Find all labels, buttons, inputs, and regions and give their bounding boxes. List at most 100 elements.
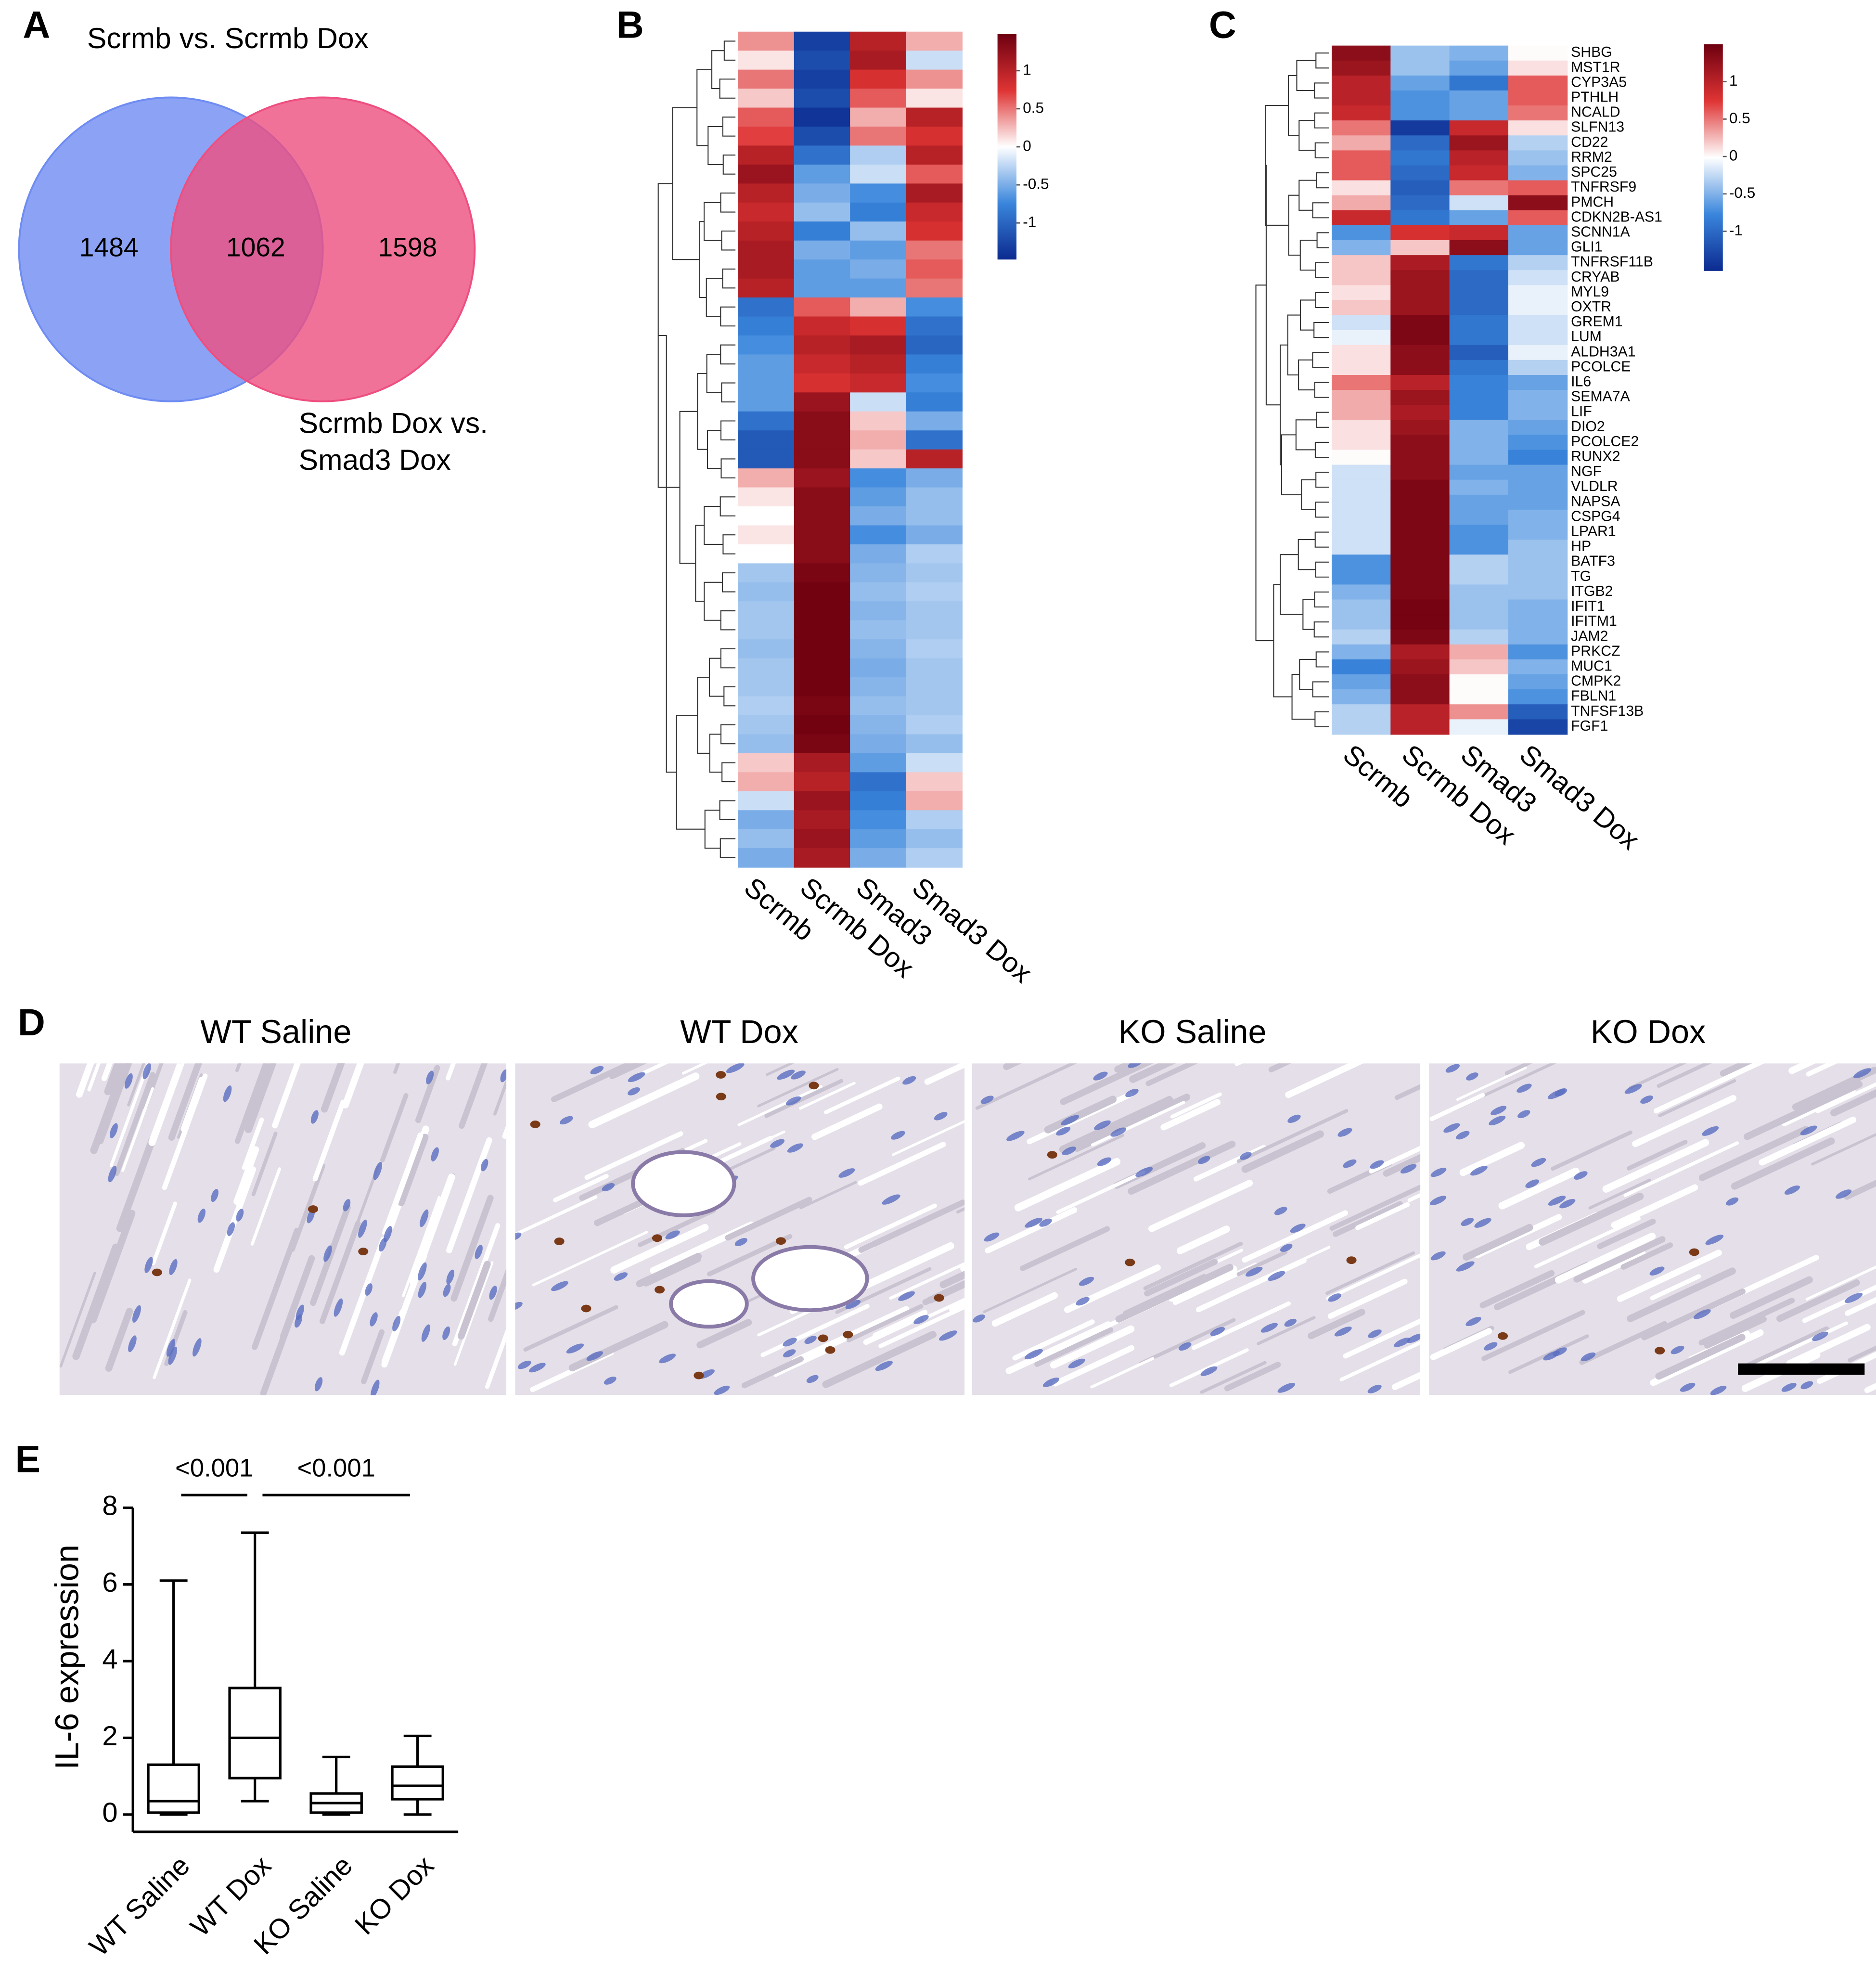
nucleus bbox=[1260, 1323, 1278, 1333]
heatmap-cell bbox=[1390, 479, 1450, 495]
heatmap-cell bbox=[906, 430, 963, 450]
heatmap-cell bbox=[1508, 525, 1568, 541]
heatmap-cell bbox=[906, 791, 963, 811]
heatmap-cell bbox=[1390, 525, 1450, 541]
stained-cell bbox=[818, 1334, 828, 1342]
heatmap-cell bbox=[794, 31, 851, 52]
nucleus bbox=[806, 1375, 819, 1383]
row-label: PRKCZ bbox=[1571, 643, 1620, 659]
dendrogram bbox=[720, 496, 736, 516]
image-title: WT Saline bbox=[200, 1014, 351, 1050]
nucleus bbox=[1068, 1358, 1085, 1368]
dendrogram bbox=[707, 430, 721, 469]
fiber bbox=[213, 1166, 257, 1273]
row-label: CDKN2B-AS1 bbox=[1571, 209, 1662, 225]
dendrogram bbox=[1299, 239, 1317, 271]
heatmap-cell bbox=[738, 145, 795, 165]
dendrogram bbox=[1316, 412, 1329, 428]
fiber bbox=[1257, 1316, 1316, 1345]
nucleus bbox=[1800, 1381, 1813, 1390]
row-label: NAPSA bbox=[1571, 493, 1620, 509]
heatmap-cell bbox=[794, 127, 851, 146]
heatmap-cell bbox=[1508, 315, 1568, 331]
dendrogram bbox=[676, 714, 705, 830]
heatmap-cell bbox=[850, 620, 907, 640]
nucleus bbox=[777, 1070, 795, 1080]
fiber bbox=[523, 1305, 618, 1352]
heatmap-cell bbox=[906, 696, 963, 716]
nucleus bbox=[602, 1183, 615, 1191]
fiber bbox=[252, 1227, 300, 1350]
dendrogram bbox=[721, 762, 736, 783]
stained-cell bbox=[716, 1093, 726, 1101]
nucleus bbox=[142, 1063, 151, 1080]
nucleus bbox=[1400, 1164, 1417, 1174]
nucleus bbox=[984, 1232, 1000, 1242]
heatmap-cell bbox=[1390, 90, 1450, 106]
heatmap-cell bbox=[738, 335, 795, 355]
heatmap-cell bbox=[738, 772, 795, 792]
y-tick-label: 4 bbox=[102, 1644, 117, 1675]
nucleus bbox=[882, 1194, 900, 1205]
heatmap-cell bbox=[738, 354, 795, 374]
heatmap-cell bbox=[1390, 120, 1450, 136]
heatmap-cell bbox=[1390, 584, 1450, 600]
dendrogram bbox=[658, 335, 677, 773]
heatmap-cell bbox=[1332, 599, 1391, 615]
heatmap-cell bbox=[1449, 704, 1509, 720]
fiber bbox=[799, 1181, 857, 1210]
colorbar bbox=[997, 34, 1017, 260]
heatmap-cell bbox=[906, 183, 963, 203]
colorbar-label: -0.5 bbox=[1023, 175, 1049, 193]
fiber bbox=[1802, 1285, 1876, 1323]
row-label: PCOLCE2 bbox=[1571, 434, 1639, 450]
heatmap-cell bbox=[1390, 464, 1450, 480]
stained-cell bbox=[776, 1237, 786, 1245]
fiber bbox=[381, 1252, 427, 1368]
heatmap-cell bbox=[850, 411, 907, 431]
fiber bbox=[553, 1173, 609, 1202]
heatmap-cell bbox=[1449, 150, 1509, 166]
nucleus bbox=[1470, 1165, 1488, 1176]
heatmap-cell bbox=[1390, 540, 1450, 555]
fiber bbox=[1034, 1327, 1114, 1367]
fiber bbox=[1329, 1184, 1421, 1231]
heatmap-cell bbox=[1508, 405, 1568, 421]
stained-cell bbox=[308, 1205, 319, 1213]
heatmap-cell bbox=[906, 563, 963, 583]
heatmap-cell bbox=[906, 848, 963, 868]
p-value: <0.001 bbox=[175, 1454, 253, 1482]
nucleus bbox=[1456, 1131, 1470, 1140]
nucleus bbox=[1039, 1218, 1052, 1227]
heatmap-cell bbox=[738, 829, 795, 849]
heatmap-cell bbox=[1508, 599, 1568, 615]
heatmap-cell bbox=[1449, 75, 1509, 91]
heatmap-cell bbox=[1332, 90, 1391, 106]
heatmap-cell bbox=[1508, 509, 1568, 526]
row-label: NCALD bbox=[1571, 104, 1620, 120]
fiber bbox=[234, 1063, 268, 1144]
dendrogram bbox=[720, 610, 736, 631]
heatmap-cell bbox=[1449, 420, 1509, 436]
fiber bbox=[926, 1280, 965, 1304]
heatmap-cell bbox=[850, 544, 907, 564]
fiber bbox=[892, 1120, 965, 1156]
stained-cell bbox=[655, 1286, 665, 1294]
heatmap-cell bbox=[1449, 360, 1509, 376]
fiber bbox=[1786, 1324, 1871, 1367]
dendrogram bbox=[1314, 142, 1329, 159]
dendrogram bbox=[1314, 382, 1329, 398]
fiber bbox=[1806, 1063, 1837, 1077]
fiber bbox=[878, 1305, 965, 1348]
nucleus bbox=[373, 1161, 382, 1180]
heatmap-cell bbox=[794, 772, 851, 792]
dendrogram bbox=[720, 838, 736, 858]
fiber bbox=[1177, 1225, 1230, 1254]
dendrogram bbox=[695, 525, 705, 602]
fiber bbox=[1698, 1298, 1795, 1346]
colorbar-label: 0.5 bbox=[1729, 109, 1750, 127]
heatmap-cell bbox=[1508, 540, 1568, 555]
heatmap-cell bbox=[738, 734, 795, 754]
dendrogram bbox=[699, 221, 707, 298]
dendrogram bbox=[722, 572, 736, 593]
